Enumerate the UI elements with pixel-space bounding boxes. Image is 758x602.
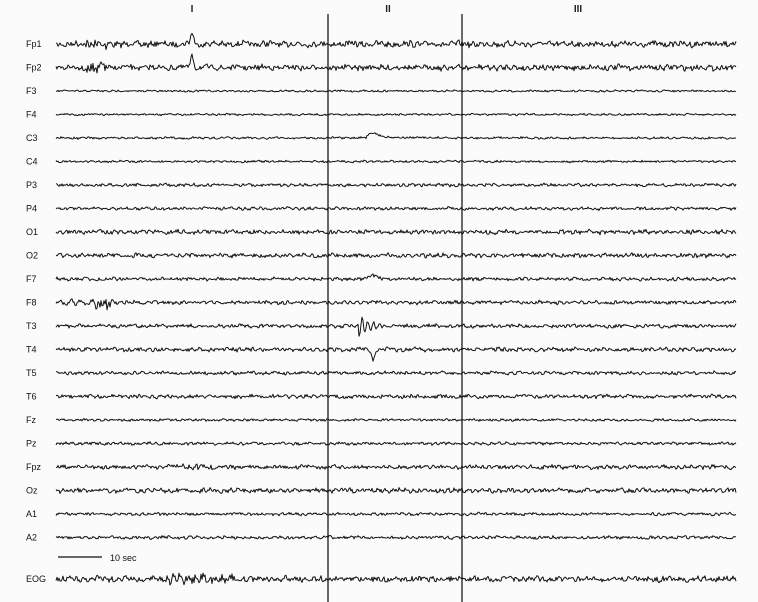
trace-t6 [55,393,737,400]
channel-label-fp2: Fp2 [26,63,42,73]
channel-label-t3: T3 [26,321,37,331]
trace-o2 [55,252,737,259]
channel-label-o1: O1 [26,227,38,237]
channel-label-a1: A1 [26,509,37,519]
trace-oz [55,487,737,494]
channel-label-f4: F4 [26,110,37,120]
channel-label-eog: EOG [26,574,46,584]
channel-label-t4: T4 [26,345,37,355]
trace-t5 [55,370,737,376]
trace-a1 [55,511,737,517]
channel-label-c3: C3 [26,133,38,143]
channel-label-p4: P4 [26,204,37,214]
trace-pz [55,441,737,446]
trace-f3 [55,89,737,93]
trace-fp1 [55,32,737,51]
channel-label-f7: F7 [26,274,37,284]
trace-f8 [55,298,737,311]
channel-label-t5: T5 [26,368,37,378]
trace-fpz [55,463,737,471]
trace-fz [55,418,737,422]
channel-label-o2: O2 [26,251,38,261]
trace-f4 [55,112,737,117]
trace-p3 [55,182,737,188]
trace-c3 [55,132,737,140]
trace-t4 [55,346,737,362]
trace-o1 [55,228,737,236]
trace-eog [55,572,737,586]
channel-label-f8: F8 [26,298,37,308]
trace-t3 [55,316,737,337]
segment-marker-3: III [574,4,583,15]
trace-c4 [55,159,737,164]
channel-label-oz: Oz [26,486,38,496]
channel-label-fpz: Fpz [26,462,42,472]
segment-marker-1: I [191,4,194,15]
channel-label-c4: C4 [26,157,38,167]
channel-label-pz: Pz [26,439,37,449]
trace-p4 [55,206,737,211]
trace-fp2 [55,53,737,74]
segment-marker-2: II [385,4,391,15]
trace-f7 [55,273,737,282]
scale-bar-label: 10 sec [110,553,137,563]
channel-label-t6: T6 [26,392,37,402]
channel-label-p3: P3 [26,180,37,190]
channel-label-fz: Fz [26,415,36,425]
channel-label-fp1: Fp1 [26,39,42,49]
channel-label-f3: F3 [26,86,37,96]
channel-label-a2: A2 [26,533,37,543]
trace-a2 [55,534,737,541]
